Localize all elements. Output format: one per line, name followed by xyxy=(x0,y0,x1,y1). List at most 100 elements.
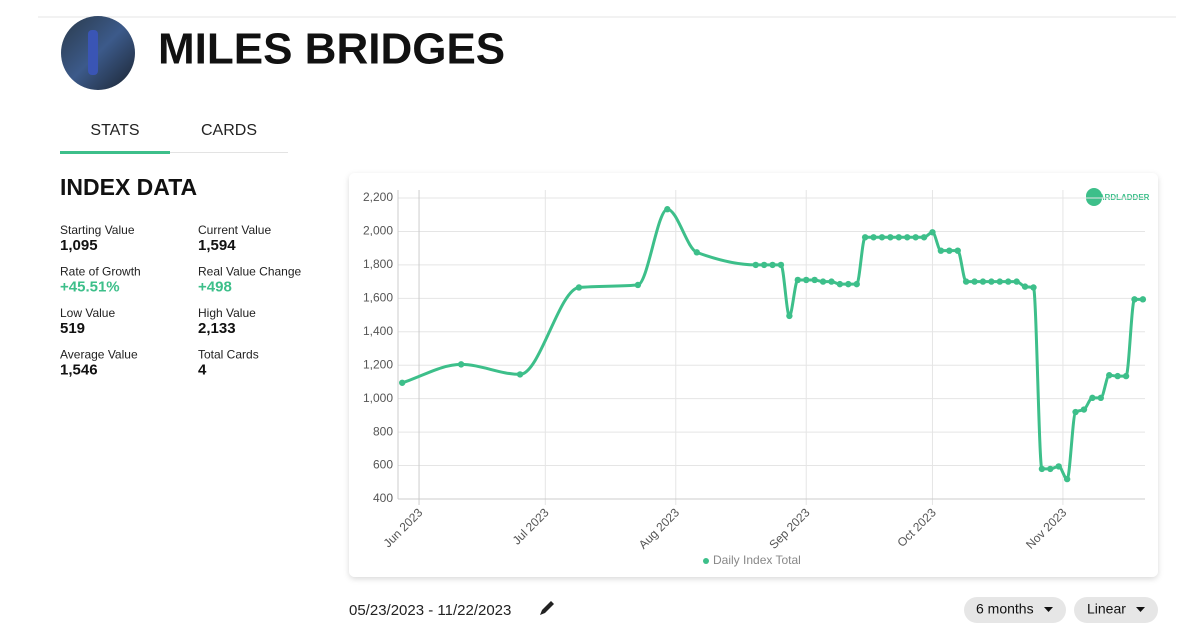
data-point xyxy=(971,278,978,285)
date-range: 05/23/2023 - 11/22/2023 xyxy=(349,602,511,619)
stat-value: 1,546 xyxy=(60,361,98,378)
data-point xyxy=(819,278,827,285)
data-point xyxy=(979,278,987,285)
dropdown-arrow xyxy=(1136,607,1145,612)
data-point xyxy=(575,284,583,291)
data-point xyxy=(1106,372,1113,379)
y-tick-label: 1,000 xyxy=(363,391,393,405)
tab-indicator xyxy=(60,151,170,154)
data-point xyxy=(457,361,465,368)
stat-value: 2,133 xyxy=(198,320,236,337)
data-point xyxy=(1131,296,1138,303)
data-point xyxy=(794,276,802,284)
data-point xyxy=(904,234,911,241)
legend-swatch xyxy=(703,558,709,564)
tab[interactable]: STATS xyxy=(90,122,139,139)
stat-label: Average Value xyxy=(60,348,138,362)
scale-button[interactable] xyxy=(1074,597,1158,623)
range-button-label: 6 months xyxy=(976,601,1034,617)
stat-label: Total Cards xyxy=(198,348,259,362)
data-point xyxy=(1114,372,1121,380)
data-point xyxy=(769,261,776,269)
data-point xyxy=(1122,372,1130,380)
y-tick-label: 1,800 xyxy=(363,257,393,271)
dropdown-arrow xyxy=(1044,607,1053,612)
data-point xyxy=(912,234,919,241)
data-point xyxy=(920,234,928,241)
data-point xyxy=(1038,465,1046,473)
stat-label: Real Value Change xyxy=(198,265,302,279)
data-point xyxy=(1072,408,1079,416)
section-title: INDEX DATA xyxy=(60,174,197,200)
data-point xyxy=(853,280,860,288)
data-point xyxy=(1080,406,1088,413)
data-point xyxy=(962,278,970,285)
data-point xyxy=(693,249,700,256)
data-point xyxy=(845,280,852,288)
data-point xyxy=(664,206,671,213)
data-point xyxy=(870,234,877,241)
stat-label: Starting Value xyxy=(60,223,135,237)
edit-icon[interactable] xyxy=(540,601,554,615)
data-point xyxy=(1021,283,1029,290)
y-tick-label: 2,000 xyxy=(363,224,393,238)
data-point xyxy=(937,247,945,254)
y-tick-label: 600 xyxy=(373,458,393,472)
y-tick-label: 400 xyxy=(373,491,393,505)
data-point xyxy=(988,278,995,285)
data-point xyxy=(887,234,894,241)
stat-value: 4 xyxy=(198,361,207,378)
y-tick-label: 1,400 xyxy=(363,324,393,338)
data-point xyxy=(1047,465,1054,473)
photo-figure xyxy=(88,30,98,75)
data-point xyxy=(399,379,406,386)
data-point xyxy=(996,278,1004,285)
player-name: MILES BRIDGES xyxy=(158,25,505,74)
data-point xyxy=(634,281,642,289)
data-point xyxy=(861,234,869,241)
chart-card xyxy=(349,173,1158,577)
data-point xyxy=(836,280,844,288)
data-point xyxy=(1013,278,1020,285)
data-point xyxy=(516,371,524,378)
stat-label: High Value xyxy=(198,306,256,320)
data-point xyxy=(1097,394,1105,402)
y-tick-label: 800 xyxy=(373,424,393,438)
stat-label: Current Value xyxy=(198,223,271,237)
stat-value: +498 xyxy=(198,278,232,295)
tab[interactable]: CARDS xyxy=(201,122,257,139)
stat-label: Low Value xyxy=(60,306,115,320)
data-point xyxy=(1030,284,1037,291)
data-point xyxy=(1055,463,1062,470)
data-point xyxy=(1063,475,1071,483)
data-point xyxy=(752,261,759,269)
legend-label: Daily Index Total xyxy=(713,553,801,567)
data-point xyxy=(946,247,953,254)
data-point xyxy=(878,234,886,241)
stat-value: 1,594 xyxy=(198,237,236,254)
data-point xyxy=(1139,296,1147,303)
stat-label: Rate of Growth xyxy=(60,265,141,279)
data-point xyxy=(828,278,835,285)
data-point xyxy=(777,261,785,269)
data-point xyxy=(895,234,903,241)
data-point xyxy=(811,276,818,284)
stat-value: 1,095 xyxy=(60,237,98,254)
data-point xyxy=(803,276,810,284)
scale-button-label: Linear xyxy=(1087,601,1126,617)
logo-mark xyxy=(1086,188,1102,206)
data-point xyxy=(954,247,961,254)
y-tick-label: 2,200 xyxy=(363,190,393,204)
stat-value: 519 xyxy=(60,320,85,337)
stat-value: +45.51% xyxy=(60,278,120,295)
y-tick-label: 1,600 xyxy=(363,291,393,305)
y-tick-label: 1,200 xyxy=(363,357,393,371)
range-button[interactable] xyxy=(964,597,1066,623)
data-point xyxy=(760,261,768,269)
data-point xyxy=(1005,278,1012,285)
data-point xyxy=(786,312,793,320)
data-point xyxy=(1089,394,1096,402)
data-point xyxy=(929,229,936,236)
